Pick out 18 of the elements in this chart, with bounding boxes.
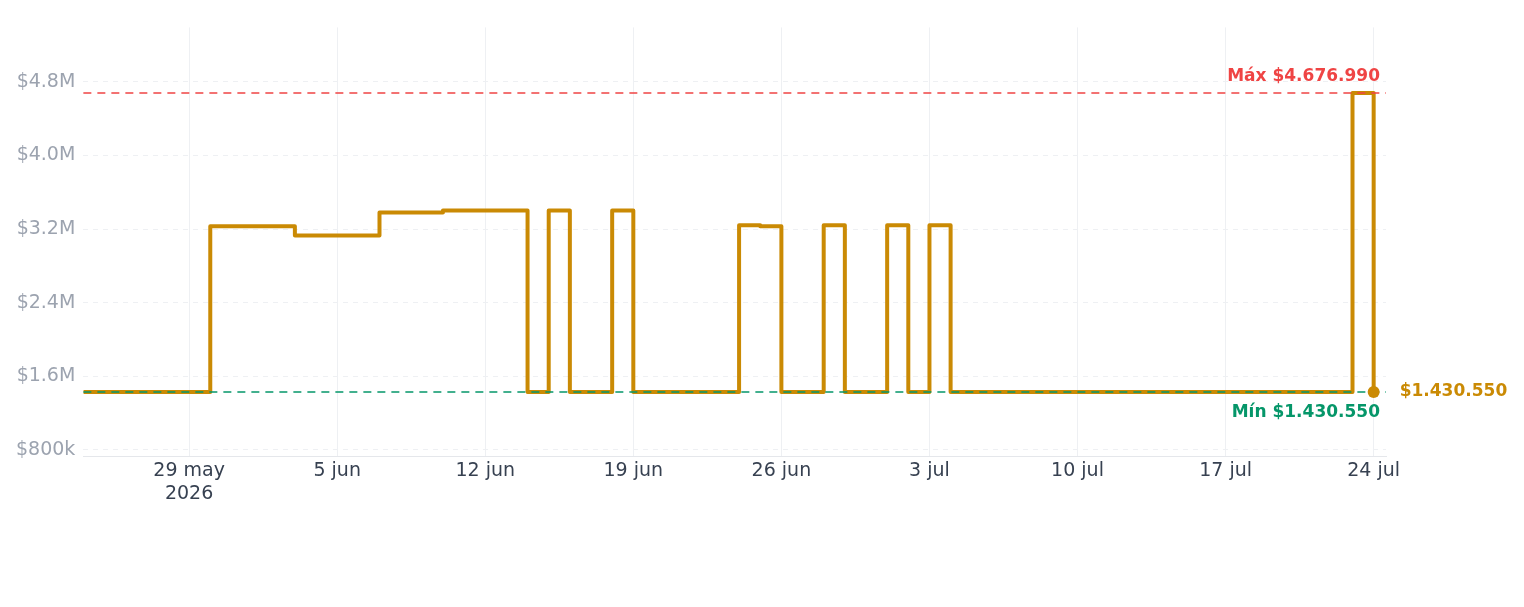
x-tick-label: 17 jul [1199, 457, 1253, 480]
y-tick-label: $3.2M [16, 215, 76, 238]
y-tick-label: $4.8M [16, 68, 76, 91]
x-tick-label: 12 jun [455, 457, 516, 480]
data-label: $1.430.550 [1399, 380, 1508, 401]
y-tick-label: $1.6M [16, 363, 76, 386]
x-tick-label: 29 may 2026 [153, 457, 225, 503]
y-tick-label: $2.4M [16, 289, 76, 312]
ref-line-label: Máx $4.676.990 [1227, 64, 1381, 85]
x-tick-label: 26 jun [751, 457, 812, 480]
ref-line-label: Mín $1.430.550 [1231, 400, 1381, 421]
x-tick-label: 10 jul [1051, 457, 1104, 480]
y-tick-label: $4.0M [16, 142, 76, 165]
x-tick-label: 24 jul [1347, 457, 1401, 480]
x-tick-label: 19 jun [603, 457, 664, 480]
y-tick-label: $800k [16, 436, 76, 459]
x-tick-label: 5 jun [313, 457, 361, 480]
x-tick-label: 3 jul [909, 457, 950, 480]
